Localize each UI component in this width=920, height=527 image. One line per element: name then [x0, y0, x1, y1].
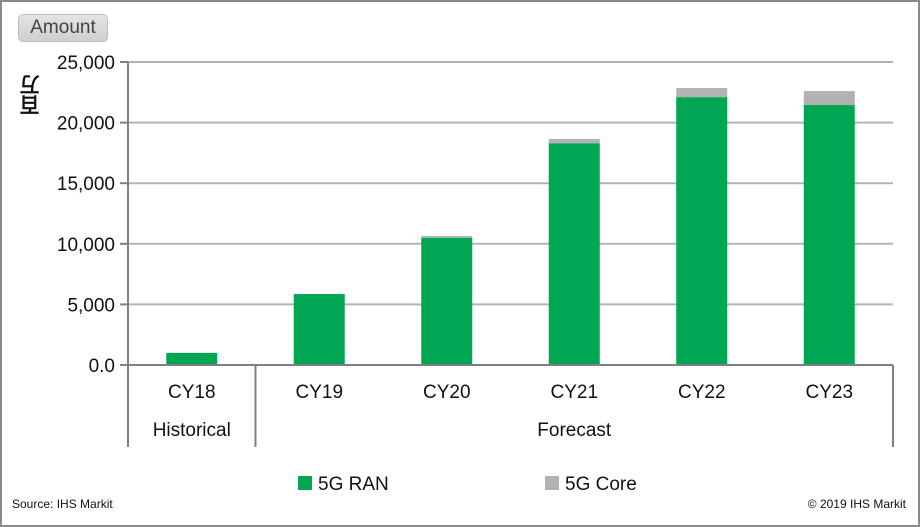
- amount-button[interactable]: Amount: [18, 14, 108, 42]
- y-tick-label: 20,000: [57, 114, 115, 135]
- bar-5g-ran-cy20: [421, 237, 473, 365]
- bar-5g-core-cy23: [803, 91, 855, 106]
- x-tick-label: CY20: [423, 382, 471, 403]
- y-tick-labels: 0.0 5,000 10,000 15,000 20,000 25,000: [57, 53, 115, 377]
- legend-label: 5G Core: [565, 474, 637, 495]
- copyright-note: © 2019 IHS Markit: [807, 497, 906, 511]
- x-tick-labels: CY18 CY19 CY20 CY21 CY22 CY23 Historical Foreca…: [153, 382, 853, 441]
- bar-5g-core-cy21: [548, 138, 600, 144]
- gridlines: [128, 61, 893, 306]
- x-tick-label: CY21: [550, 382, 598, 403]
- y-tick-label: 10,000: [57, 235, 115, 256]
- bar-5g-core-cy22: [676, 88, 728, 98]
- bar-5g-ran-cy22: [676, 97, 728, 365]
- group-label: Forecast: [537, 420, 612, 441]
- axes: [120, 61, 894, 447]
- y-tick-label: 0.0: [89, 356, 115, 377]
- bar-5g-ran-cy18: [166, 352, 218, 365]
- x-tick-label: CY18: [168, 382, 216, 403]
- y-tick-label: 15,000: [57, 174, 115, 195]
- x-tick-label: CY19: [295, 382, 343, 403]
- bar-5g-ran-cy21: [548, 143, 600, 365]
- bar-5g-ran-cy23: [803, 105, 855, 365]
- group-label: Historical: [153, 420, 231, 441]
- legend: 5G RAN 5G Core: [298, 474, 637, 495]
- y-tick-label: 25,000: [57, 53, 115, 74]
- x-tick-label: CY22: [678, 382, 726, 403]
- x-tick-label: CY23: [805, 382, 853, 403]
- source-note: Source: IHS Markit: [12, 497, 113, 511]
- bars: [166, 88, 855, 365]
- legend-label: 5G RAN: [318, 474, 389, 495]
- legend-swatch-5g-ran: [298, 476, 312, 490]
- bar-5g-core-cy20: [421, 235, 473, 238]
- legend-swatch-5g-core: [545, 476, 559, 490]
- bar-5g-ran-cy19: [293, 294, 345, 365]
- y-tick-label: 5,000: [67, 295, 115, 316]
